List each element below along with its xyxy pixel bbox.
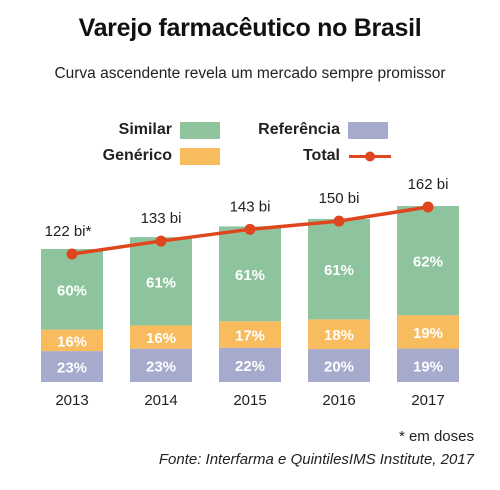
total-point-2016: [333, 215, 345, 227]
total-label-2014: 133 bi: [141, 210, 182, 227]
legend-total-label: Total: [302, 147, 340, 164]
bar-label-similar-2014: 61%: [146, 274, 176, 291]
bar-referencia-2015: [219, 347, 281, 382]
bar-generico-2017: [397, 315, 459, 349]
bar-generico-2016: [308, 319, 370, 350]
source-note: Fonte: Interfarma e QuintilesIMS Institu…: [158, 451, 474, 468]
bar-label-generico-2014: 16%: [146, 330, 176, 347]
total-point-2017: [422, 201, 434, 213]
x-tick-label-2017: 2017: [411, 392, 444, 409]
legend-generico-swatch: [180, 147, 220, 165]
legend-referencia-swatch: [348, 121, 388, 139]
total-label-2015: 143 bi: [230, 198, 271, 215]
legend-referencia: Referência: [200, 121, 388, 139]
bar-label-similar-2013: 60%: [57, 282, 87, 299]
bar-label-generico-2015: 17%: [235, 328, 265, 345]
bar-label-referencia-2015: 22%: [235, 358, 265, 375]
legend-similar-swatch: [180, 121, 220, 139]
chart-subtitle: Curva ascendente revela um mercado sempr…: [54, 65, 446, 82]
chart-title: Varejo farmacêutico no Brasil: [78, 14, 422, 42]
legend-generico-label: Genérico: [102, 147, 172, 164]
bar-generico-2015: [219, 321, 281, 348]
x-tick-label-2016: 2016: [322, 392, 355, 409]
footnote: * em doses: [398, 428, 474, 445]
bar-referencia-2016: [308, 349, 370, 382]
bar-referencia-2013: [41, 351, 103, 382]
total-label-2016: 150 bi: [319, 190, 360, 207]
bar-label-referencia-2016: 20%: [324, 359, 354, 376]
legend-similar: Similar: [70, 121, 220, 139]
bar-generico-2013: [41, 329, 103, 352]
legend-total: Total: [200, 147, 392, 165]
bar-referencia-2014: [130, 348, 192, 382]
bar-label-similar-2017: 62%: [413, 254, 443, 271]
bar-referencia-2017: [397, 348, 459, 382]
bar-similar-2015: [219, 226, 281, 322]
x-tick-label-2015: 2015: [233, 392, 266, 409]
stacked-bar-chart: 23% 16% 60% 2013 23% 16% 61% 2014 22% 17% 61% 2015 2…: [41, 176, 459, 409]
x-tick-label-2013: 2013: [55, 392, 88, 409]
bar-similar-2017: [397, 206, 459, 316]
legend-referencia-label: Referência: [258, 121, 340, 138]
bar-similar-2014: [130, 237, 192, 326]
total-point-2014: [155, 235, 167, 247]
legend-similar-label: Similar: [118, 121, 172, 138]
bar-label-similar-2015: 61%: [235, 267, 265, 284]
legend-total-line-icon: [349, 151, 391, 161]
legend-generico: Genérico: [70, 147, 220, 165]
x-tick-label-2014: 2014: [144, 392, 177, 409]
total-point-2013: [66, 248, 78, 260]
bar-label-referencia-2013: 23%: [57, 360, 87, 377]
bar-similar-2013: [41, 248, 103, 330]
bar-label-generico-2013: 16%: [57, 333, 87, 350]
bar-label-referencia-2014: 23%: [146, 358, 176, 375]
total-point-2015: [244, 223, 256, 235]
bar-label-generico-2017: 19%: [413, 325, 443, 342]
bar-generico-2014: [130, 325, 192, 349]
bar-label-referencia-2017: 19%: [413, 358, 443, 375]
bar-similar-2016: [308, 218, 370, 320]
bar-label-similar-2016: 61%: [324, 262, 354, 279]
total-label-2013: 122 bi*: [45, 223, 92, 240]
total-label-2017: 162 bi: [408, 176, 449, 193]
bar-label-generico-2016: 18%: [324, 327, 354, 344]
